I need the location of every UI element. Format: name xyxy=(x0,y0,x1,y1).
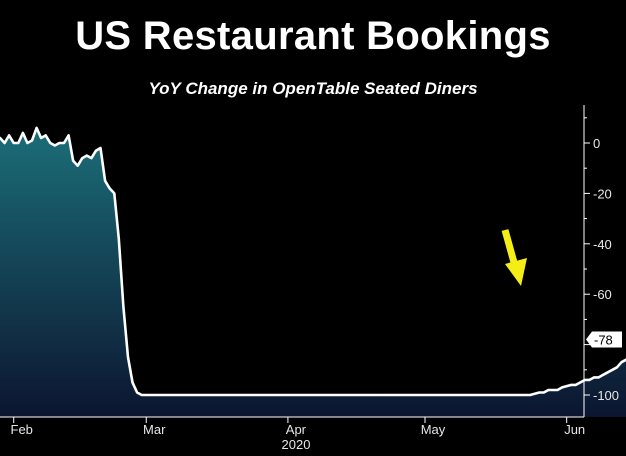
y-tick-label: -60 xyxy=(593,287,612,302)
last-value-badge xyxy=(586,331,622,348)
arrow-head xyxy=(505,258,527,286)
x-axis: Feb Mar Apr May Jun xyxy=(0,416,585,437)
x-tick-label: Mar xyxy=(143,422,166,437)
x-axis-label: 2020 xyxy=(282,437,311,452)
y-tick-label: 0 xyxy=(593,136,600,151)
chart-title: US Restaurant Bookings xyxy=(75,14,551,58)
x-tick-label: May xyxy=(421,422,446,437)
x-tick-label: Feb xyxy=(11,422,33,437)
y-axis: 0 -20 -40 -60 -100 xyxy=(583,105,619,417)
y-tick-label: -40 xyxy=(593,237,612,252)
y-tick-label: -20 xyxy=(593,186,612,201)
chart-subtitle: YoY Change in OpenTable Seated Diners xyxy=(148,79,478,98)
y-tick-label: -100 xyxy=(593,388,619,403)
x-tick-label: Apr xyxy=(286,422,307,437)
yellow-arrow-icon xyxy=(501,229,527,286)
series-line xyxy=(0,126,626,397)
last-value-text: -78 xyxy=(594,333,613,348)
last-value-label: -78 xyxy=(586,331,622,348)
x-tick-label: Jun xyxy=(564,422,585,437)
arrow-shaft xyxy=(501,229,519,267)
area-fill xyxy=(0,127,626,417)
